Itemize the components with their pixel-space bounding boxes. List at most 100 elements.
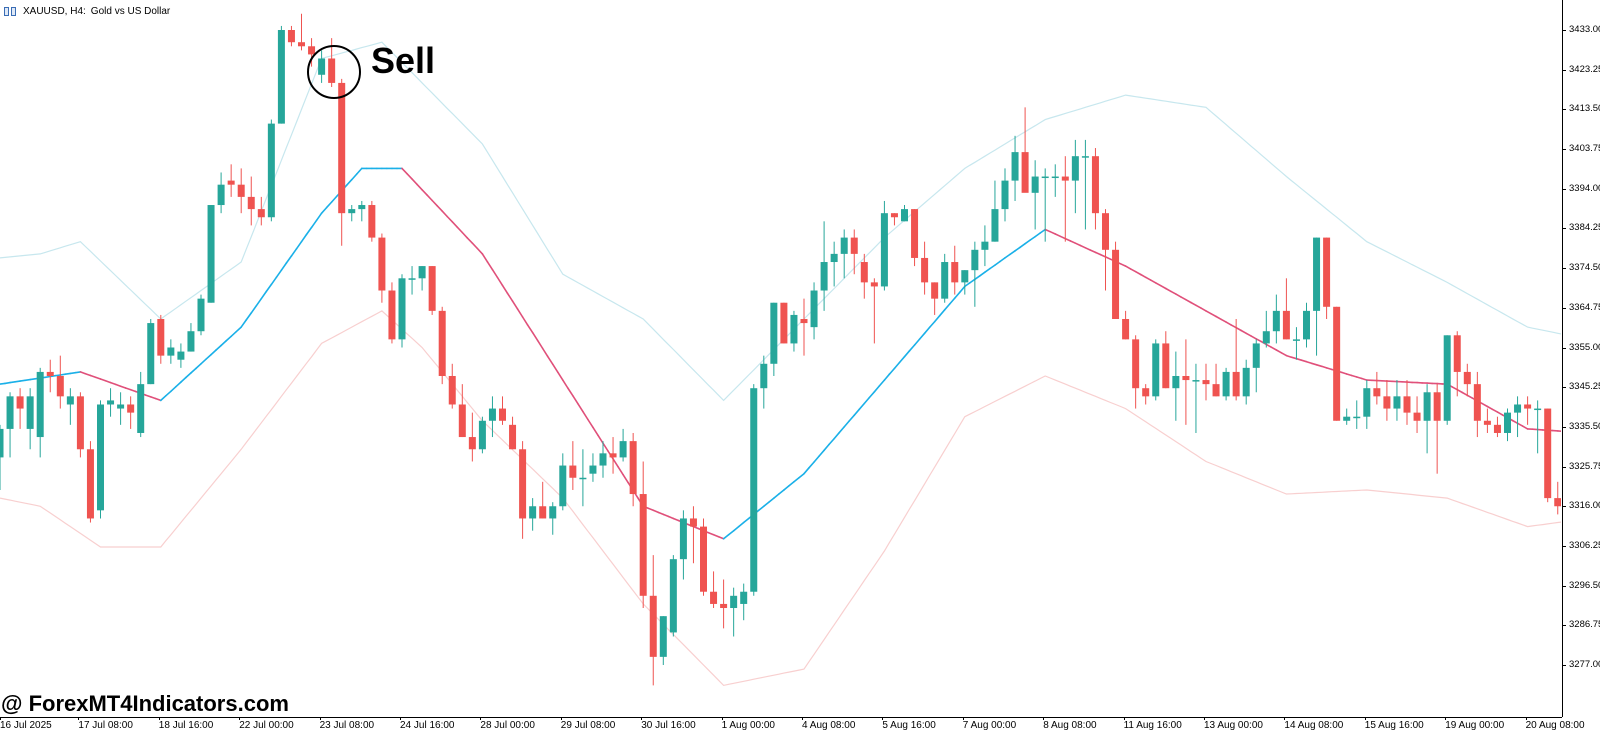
middle-band-segment (859, 404, 864, 410)
middle-band-segment (1176, 294, 1181, 297)
middle-band-segment (925, 327, 930, 333)
middle-band-segment (915, 339, 920, 345)
middle-band-segment (668, 516, 673, 518)
middle-band-segment (960, 286, 965, 292)
middle-band-segment (166, 391, 171, 396)
candle-body (1022, 152, 1029, 193)
lower-band-line (0, 311, 1561, 686)
middle-band-segment (1005, 254, 1010, 258)
time-tick-label: 30 Jul 16:00 (641, 720, 696, 731)
candle-body (1444, 335, 1451, 420)
middle-band-segment (1121, 264, 1126, 266)
candle-body (519, 449, 526, 518)
middle-band-segment (332, 196, 337, 202)
middle-band-segment (126, 388, 131, 390)
candle-body (57, 376, 64, 396)
price-chart (0, 0, 1561, 717)
candle-body (469, 437, 476, 449)
time-tick-label: 11 Aug 16:00 (1124, 720, 1182, 731)
middle-band-segment (276, 270, 281, 277)
time-tick-label: 7 Aug 00:00 (963, 720, 1016, 731)
middle-band-segment (844, 421, 849, 427)
middle-band-segment (1161, 286, 1166, 289)
candle-body (1464, 372, 1471, 384)
middle-band-segment (879, 380, 884, 386)
middle-band-segment (261, 292, 266, 299)
time-tick-label: 17 Jul 08:00 (78, 720, 133, 731)
candle-body (258, 209, 265, 217)
candle-body (1524, 404, 1531, 408)
candle-body (821, 262, 828, 290)
middle-band-segment (895, 363, 900, 369)
candle-body (1233, 372, 1240, 396)
candle-body (1223, 372, 1230, 396)
middle-band-segment (1462, 393, 1467, 396)
middle-band-segment (1010, 251, 1015, 255)
middle-band-segment (1231, 325, 1236, 328)
candle-body (97, 404, 104, 510)
candle-body (67, 396, 74, 404)
candle-body (509, 425, 516, 449)
candle-body (238, 185, 245, 197)
time-tick-label: 4 Aug 08:00 (802, 720, 855, 731)
candle-body (600, 453, 607, 465)
candle-body (1273, 311, 1280, 331)
middle-band-segment (518, 309, 523, 317)
time-tick-label: 8 Aug 08:00 (1043, 720, 1096, 731)
candle-body (811, 291, 818, 328)
middle-band-segment (854, 409, 859, 415)
candle-body (27, 396, 34, 429)
candle-body (489, 409, 496, 421)
price-tick-label: 3423.25 (1563, 64, 1600, 75)
candle-body (1504, 413, 1511, 433)
middle-band-segment (1196, 305, 1201, 308)
middle-band-segment (920, 333, 925, 339)
candle-body (1203, 380, 1210, 384)
middle-band-segment (271, 277, 276, 284)
middle-band-segment (407, 174, 412, 179)
middle-band-segment (452, 222, 457, 227)
candle-body (680, 518, 687, 559)
candle-body (298, 42, 305, 46)
middle-band-segment (779, 490, 784, 494)
time-tick-label: 15 Aug 16:00 (1365, 720, 1424, 731)
middle-band-segment (292, 249, 297, 256)
middle-band-segment (990, 265, 995, 269)
middle-band-segment (1256, 339, 1261, 342)
middle-band-segment (322, 208, 327, 214)
price-tick-label: 3306.25 (1563, 540, 1600, 551)
candle-body (157, 319, 164, 356)
candle-body (1373, 388, 1380, 396)
time-tick-label: 18 Jul 16:00 (159, 720, 214, 731)
candle-body (720, 604, 727, 608)
chart-window-icon[interactable] (4, 6, 18, 17)
middle-band-segment (1156, 283, 1161, 286)
middle-band-segment (593, 427, 598, 435)
candle-body (640, 494, 647, 596)
price-tick-label: 3316.00 (1563, 500, 1600, 511)
middle-band-segment (1020, 244, 1025, 248)
middle-band-segment (603, 443, 608, 451)
price-tick-label: 3364.75 (1563, 302, 1600, 313)
middle-band-segment (1171, 291, 1176, 294)
middle-band-segment (694, 527, 699, 529)
candle-body (37, 372, 44, 437)
price-tick-label: 3286.75 (1563, 619, 1600, 630)
middle-band-segment (1206, 311, 1211, 314)
candle-body (730, 596, 737, 608)
sell-signal-label: Sell (371, 40, 435, 82)
middle-band-segment (266, 284, 271, 291)
candle-body (780, 303, 787, 344)
candle-body (1243, 368, 1250, 396)
chart-area[interactable] (0, 0, 1561, 717)
candle-body (1172, 376, 1179, 388)
middle-band-segment (1045, 230, 1050, 232)
middle-band-segment (834, 433, 839, 439)
middle-band-segment (256, 299, 261, 306)
candle-body (1092, 156, 1099, 213)
candle-body (931, 282, 938, 298)
candle-body (861, 262, 868, 282)
candle-body (971, 250, 978, 270)
